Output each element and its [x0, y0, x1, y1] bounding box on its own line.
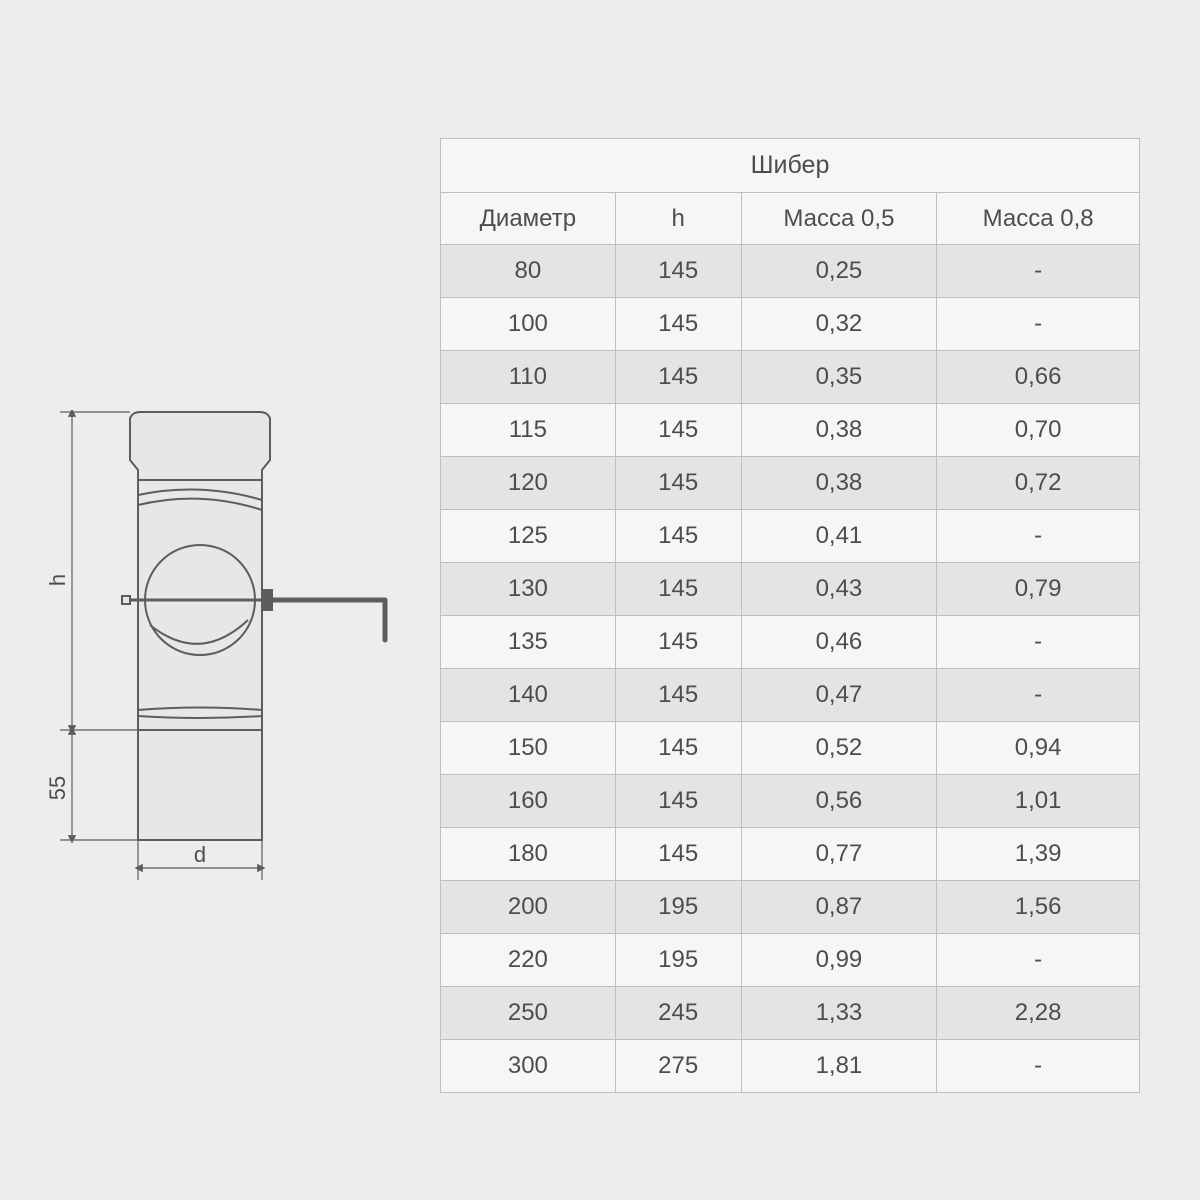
table-cell: 135 — [441, 616, 616, 669]
table-cell: 0,32 — [741, 298, 937, 351]
table-cell: - — [937, 669, 1140, 722]
table-row: 1151450,380,70 — [441, 404, 1140, 457]
table-row: 3002751,81- — [441, 1040, 1140, 1093]
table-cell: 0,77 — [741, 828, 937, 881]
table-cell: 150 — [441, 722, 616, 775]
col-header-diameter: Диаметр — [441, 193, 616, 245]
table-cell: 145 — [615, 298, 741, 351]
table-cell: 0,87 — [741, 881, 937, 934]
table-cell: 1,33 — [741, 987, 937, 1040]
table-title: Шибер — [441, 139, 1140, 193]
dim-label-55: 55 — [45, 776, 70, 800]
table-cell: 0,38 — [741, 404, 937, 457]
table-cell: 0,38 — [741, 457, 937, 510]
table-body: 801450,25-1001450,32-1101450,350,6611514… — [441, 245, 1140, 1093]
table-cell: 275 — [615, 1040, 741, 1093]
table-cell: 110 — [441, 351, 616, 404]
table-cell: 160 — [441, 775, 616, 828]
table-cell: 1,56 — [937, 881, 1140, 934]
table-row: 801450,25- — [441, 245, 1140, 298]
table-cell: 130 — [441, 563, 616, 616]
table-cell: 0,70 — [937, 404, 1140, 457]
table-cell: 245 — [615, 987, 741, 1040]
table-cell: 145 — [615, 616, 741, 669]
table-cell: - — [937, 245, 1140, 298]
table-row: 1351450,46- — [441, 616, 1140, 669]
table-row: 1301450,430,79 — [441, 563, 1140, 616]
table-cell: 100 — [441, 298, 616, 351]
table-cell: 2,28 — [937, 987, 1140, 1040]
table-cell: 145 — [615, 563, 741, 616]
dim-label-h: h — [45, 574, 70, 586]
table-row: 1801450,771,39 — [441, 828, 1140, 881]
table-cell: 195 — [615, 881, 741, 934]
dim-label-d: d — [194, 842, 206, 867]
table-cell: 0,72 — [937, 457, 1140, 510]
table-cell: 0,66 — [937, 351, 1140, 404]
table-row: 1201450,380,72 — [441, 457, 1140, 510]
table-cell: 115 — [441, 404, 616, 457]
spec-table-container: Шибер Диаметр h Масса 0,5 Масса 0,8 8014… — [440, 138, 1140, 1093]
table-cell: 145 — [615, 351, 741, 404]
table-cell: - — [937, 1040, 1140, 1093]
table-cell: 140 — [441, 669, 616, 722]
table-cell: 145 — [615, 457, 741, 510]
table-cell: 250 — [441, 987, 616, 1040]
damper-diagram: h 55 d — [30, 410, 430, 890]
table-row: 2001950,871,56 — [441, 881, 1140, 934]
table-cell: 145 — [615, 510, 741, 563]
table-cell: 0,52 — [741, 722, 937, 775]
table-row: 1251450,41- — [441, 510, 1140, 563]
table-cell: 145 — [615, 669, 741, 722]
table-cell: 0,79 — [937, 563, 1140, 616]
table-cell: 0,41 — [741, 510, 937, 563]
col-header-h: h — [615, 193, 741, 245]
table-cell: 0,47 — [741, 669, 937, 722]
table-row: 2502451,332,28 — [441, 987, 1140, 1040]
col-header-mass08: Масса 0,8 — [937, 193, 1140, 245]
table-cell: 145 — [615, 828, 741, 881]
table-cell: 0,94 — [937, 722, 1140, 775]
table-row: 1101450,350,66 — [441, 351, 1140, 404]
table-cell: 200 — [441, 881, 616, 934]
table-cell: 120 — [441, 457, 616, 510]
table-cell: 0,35 — [741, 351, 937, 404]
table-cell: 145 — [615, 775, 741, 828]
table-cell: 0,46 — [741, 616, 937, 669]
table-row: 1601450,561,01 — [441, 775, 1140, 828]
table-cell: 300 — [441, 1040, 616, 1093]
table-cell: 220 — [441, 934, 616, 987]
table-row: 1401450,47- — [441, 669, 1140, 722]
table-cell: 125 — [441, 510, 616, 563]
table-cell: - — [937, 298, 1140, 351]
table-row: 2201950,99- — [441, 934, 1140, 987]
table-cell: 180 — [441, 828, 616, 881]
table-row: 1501450,520,94 — [441, 722, 1140, 775]
table-cell: 1,39 — [937, 828, 1140, 881]
table-cell: - — [937, 510, 1140, 563]
table-cell: 0,43 — [741, 563, 937, 616]
table-cell: - — [937, 934, 1140, 987]
table-cell: 1,81 — [741, 1040, 937, 1093]
table-cell: 0,99 — [741, 934, 937, 987]
table-cell: 0,56 — [741, 775, 937, 828]
table-cell: - — [937, 616, 1140, 669]
table-row: 1001450,32- — [441, 298, 1140, 351]
table-cell: 0,25 — [741, 245, 937, 298]
technical-drawing: h 55 d — [30, 410, 430, 890]
table-cell: 1,01 — [937, 775, 1140, 828]
table-cell: 145 — [615, 404, 741, 457]
col-header-mass05: Масса 0,5 — [741, 193, 937, 245]
table-cell: 145 — [615, 722, 741, 775]
table-cell: 195 — [615, 934, 741, 987]
spec-table: Шибер Диаметр h Масса 0,5 Масса 0,8 8014… — [440, 138, 1140, 1093]
table-cell: 145 — [615, 245, 741, 298]
table-cell: 80 — [441, 245, 616, 298]
